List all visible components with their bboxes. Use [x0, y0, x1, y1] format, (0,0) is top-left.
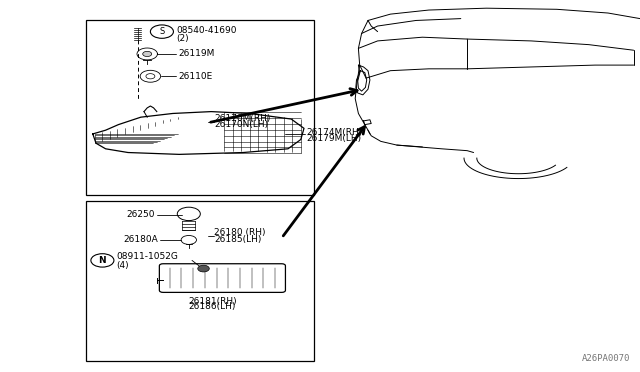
Text: 26250: 26250: [126, 210, 155, 219]
Text: 26170M(RH): 26170M(RH): [214, 114, 271, 123]
Text: (4): (4): [116, 262, 129, 270]
Bar: [86, 201, 314, 361]
Text: 26180 (RH): 26180 (RH): [214, 228, 266, 237]
Text: 26119M: 26119M: [178, 49, 214, 58]
Text: S: S: [159, 27, 164, 36]
Text: A26PA0070: A26PA0070: [582, 354, 630, 363]
Text: 26110E: 26110E: [178, 72, 212, 81]
Text: 26179M(LH): 26179M(LH): [306, 134, 361, 143]
Text: 08911-1052G: 08911-1052G: [116, 252, 179, 261]
Text: 26180A: 26180A: [124, 235, 158, 244]
Text: 26186(LH): 26186(LH): [189, 302, 236, 311]
Bar: [86, 20, 314, 195]
Text: (2): (2): [176, 34, 189, 43]
Text: 26185(LH): 26185(LH): [214, 235, 262, 244]
Text: 26174M(RH): 26174M(RH): [306, 128, 362, 137]
Circle shape: [143, 51, 152, 57]
Text: 26170N(LH): 26170N(LH): [214, 121, 269, 129]
Text: 26181(RH): 26181(RH): [189, 297, 237, 306]
Circle shape: [198, 265, 209, 272]
Text: 08540-41690: 08540-41690: [176, 26, 237, 35]
Text: N: N: [99, 256, 106, 265]
